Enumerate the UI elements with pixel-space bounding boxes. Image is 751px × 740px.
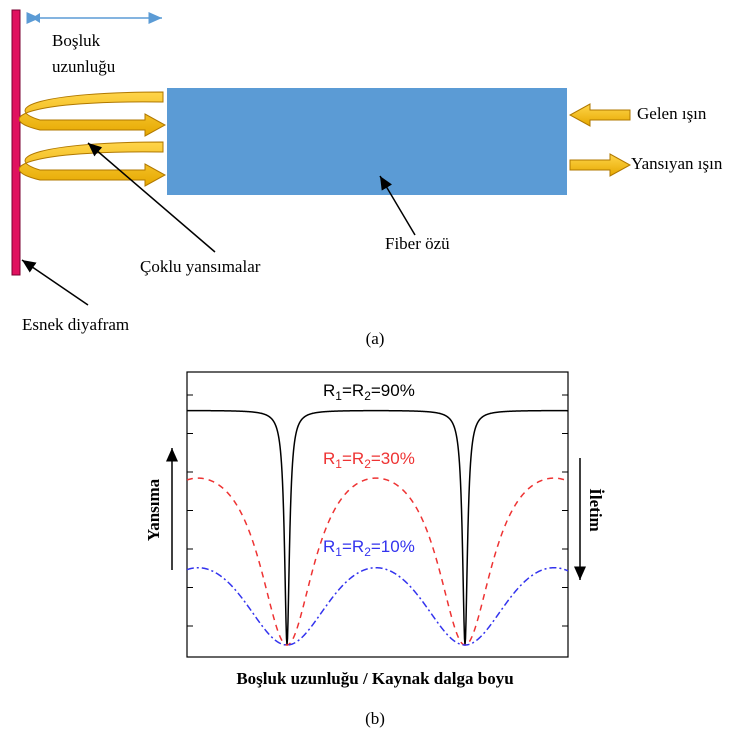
reflection-loops	[18, 91, 167, 187]
diaphragm-label: Esnek diyafram	[22, 315, 129, 334]
plot-frame	[186, 371, 569, 658]
label-part: =90%	[371, 381, 415, 400]
label-part: 1	[335, 545, 342, 559]
label-part: 1	[335, 389, 342, 403]
diaphragm	[11, 9, 21, 276]
pointer	[21, 259, 89, 306]
label-part: 2	[364, 457, 371, 471]
x-label: Boşluk uzunluğu / Kaynak dalga boyu	[236, 669, 513, 688]
curve	[186, 566, 569, 646]
curve-label: R1=R2=90%	[323, 381, 415, 403]
pointer	[379, 175, 416, 236]
label-part: 2	[364, 389, 371, 403]
label-part: 1	[335, 457, 342, 471]
left-label: Yansıma	[144, 478, 163, 541]
caption: (a)	[366, 329, 385, 348]
cavity-label: Boşluk	[52, 31, 101, 50]
label-part: =10%	[371, 537, 415, 556]
label-part: R	[323, 449, 335, 468]
incident-label: Gelen ışın	[637, 104, 707, 123]
reflected-arrow	[569, 153, 632, 177]
label-part: R	[323, 381, 335, 400]
multiple-label: Çoklu yansımalar	[140, 257, 261, 276]
label-part: 2	[364, 545, 371, 559]
label-part: =R	[342, 449, 364, 468]
label-part: R	[323, 537, 335, 556]
pointer	[87, 142, 216, 253]
curve	[186, 477, 569, 646]
ticks	[187, 394, 568, 627]
cavity-arrow-head	[32, 13, 40, 23]
cavity-label: uzunluğu	[52, 57, 116, 76]
reflected-label: Yansıyan ışın	[631, 154, 723, 173]
curve	[186, 409, 568, 646]
label-part: =R	[342, 537, 364, 556]
curve-label: R1=R2=30%	[323, 449, 415, 471]
label-part: =R	[342, 381, 364, 400]
incident-arrow	[568, 103, 631, 127]
curves: R1=R2=90%R1=R2=30%R1=R2=10%	[186, 381, 569, 646]
label-part: =30%	[371, 449, 415, 468]
curve-label: R1=R2=10%	[323, 537, 415, 559]
right-label: İletim	[586, 488, 605, 531]
fiber-core	[167, 88, 567, 195]
fiber-label: Fiber özü	[385, 234, 450, 253]
caption: (b)	[365, 709, 385, 728]
